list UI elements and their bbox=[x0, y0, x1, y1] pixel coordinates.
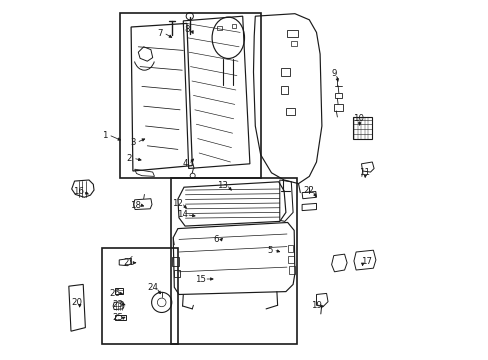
Bar bbox=[287, 245, 292, 252]
Text: 20: 20 bbox=[71, 298, 81, 307]
Text: 14: 14 bbox=[177, 210, 188, 219]
Text: 19: 19 bbox=[310, 301, 321, 310]
Bar bbox=[231, 24, 236, 28]
Text: 23: 23 bbox=[112, 300, 123, 309]
Text: 22: 22 bbox=[303, 186, 313, 195]
Text: 10: 10 bbox=[353, 114, 364, 123]
Bar bbox=[174, 270, 179, 277]
Text: 26: 26 bbox=[109, 289, 120, 298]
Bar bbox=[352, 117, 371, 139]
Text: 16: 16 bbox=[73, 188, 84, 197]
Bar bbox=[172, 257, 179, 266]
Text: 6: 6 bbox=[212, 235, 218, 244]
Bar bbox=[280, 68, 289, 76]
Bar bbox=[170, 178, 296, 344]
Text: 3: 3 bbox=[130, 138, 135, 147]
Text: 15: 15 bbox=[195, 274, 205, 284]
Bar bbox=[334, 93, 342, 98]
Bar bbox=[286, 30, 297, 37]
Text: 21: 21 bbox=[123, 258, 134, 267]
Text: 17: 17 bbox=[361, 257, 372, 266]
Bar bbox=[115, 288, 122, 294]
Bar bbox=[217, 26, 222, 30]
Text: 5: 5 bbox=[266, 246, 272, 255]
Text: 11: 11 bbox=[358, 168, 369, 177]
Text: 24: 24 bbox=[147, 284, 158, 292]
Text: 4: 4 bbox=[182, 159, 187, 168]
Bar bbox=[333, 104, 342, 111]
Text: 18: 18 bbox=[130, 201, 141, 210]
Bar bbox=[115, 315, 126, 320]
Bar bbox=[120, 13, 260, 178]
Bar bbox=[288, 266, 294, 274]
Bar bbox=[288, 256, 293, 263]
Bar bbox=[290, 41, 296, 46]
Text: 12: 12 bbox=[172, 199, 183, 208]
Text: 7: 7 bbox=[157, 29, 163, 37]
Bar bbox=[280, 86, 288, 94]
Text: 13: 13 bbox=[217, 181, 228, 190]
Text: 8: 8 bbox=[184, 25, 189, 34]
Text: 2: 2 bbox=[126, 154, 132, 163]
Text: 9: 9 bbox=[330, 69, 336, 78]
Text: 1: 1 bbox=[102, 130, 107, 139]
Bar bbox=[102, 248, 178, 344]
Text: 25: 25 bbox=[112, 313, 123, 323]
Bar bbox=[285, 108, 294, 115]
